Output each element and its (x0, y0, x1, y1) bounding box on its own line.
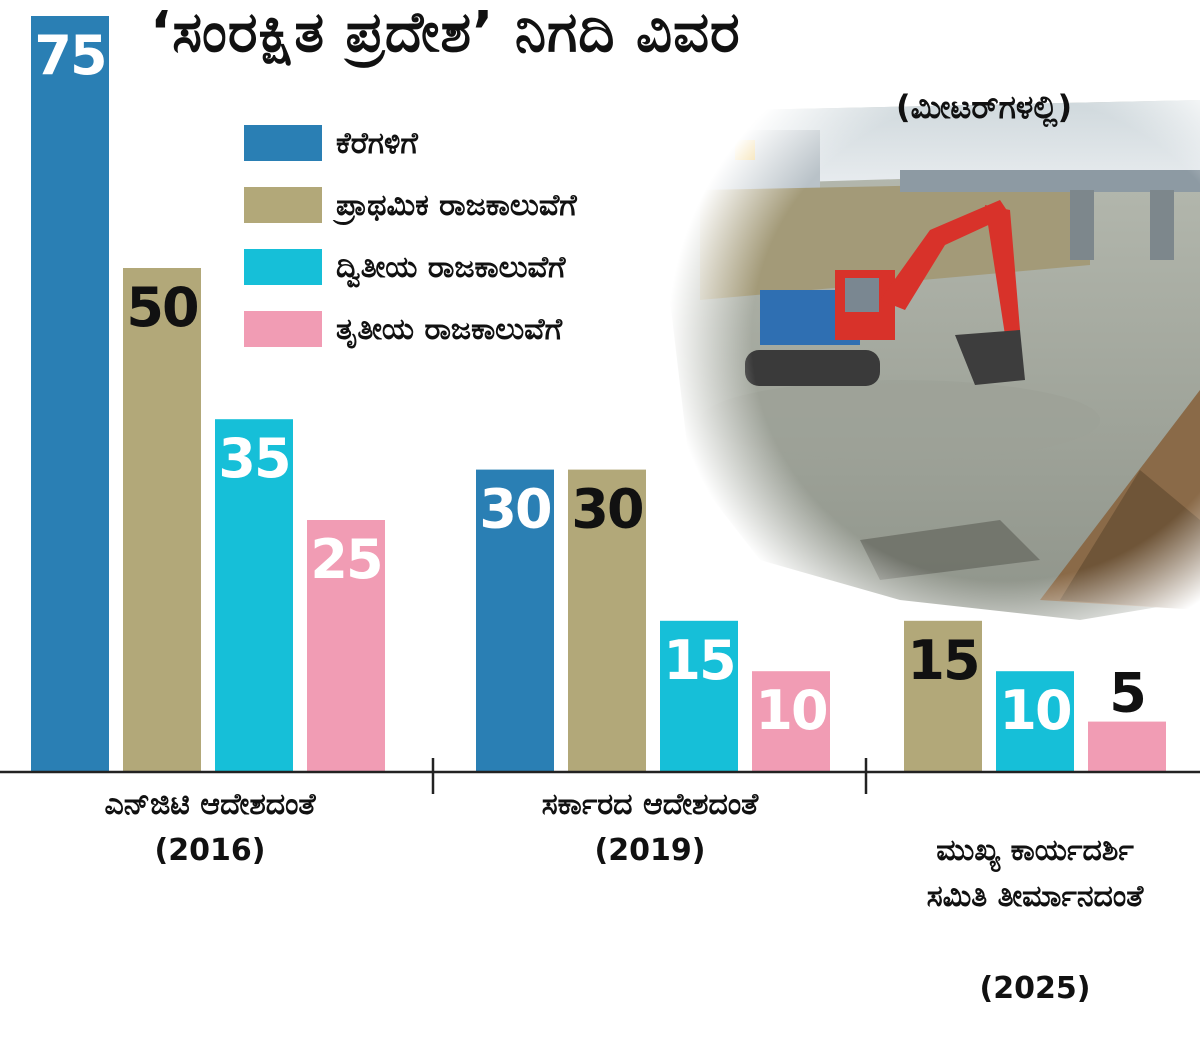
chart-title: ‘ಸಂರಕ್ಷಿತ ಪ್ರದೇಶ’ ನಿಗದಿ ವಿವರ (150, 0, 741, 65)
data-label: 5 (1109, 662, 1145, 725)
legend-swatch (244, 125, 322, 161)
category-name: ಮುಖ್ಯ ಕಾರ್ಯದರ್ಶಿ ಸಮಿತಿ ತೀರ್ಮಾನದಂತೆ (926, 833, 1144, 914)
legend-label: ಕೆರೆಗಳಿಗೆ (336, 125, 418, 161)
bar (752, 671, 830, 772)
bar (996, 671, 1074, 772)
data-label: 35 (218, 427, 289, 490)
bar (123, 268, 201, 772)
bar (568, 469, 646, 772)
data-label: 50 (126, 276, 197, 339)
legend-label: ಪ್ರಾಥಮಿಕ ರಾಜಕಾಲುವೆಗೆ (336, 187, 577, 223)
data-label: 10 (755, 679, 826, 742)
legend-swatch (244, 187, 322, 223)
legend-label: ದ್ವಿತೀಯ ರಾಜಕಾಲುವೆಗೆ (336, 249, 566, 285)
legend-item: ತೃತೀಯ ರಾಜಕಾಲುವೆಗೆ (244, 311, 577, 347)
legend-item: ಪ್ರಾಥಮಿಕ ರಾಜಕಾಲುವೆಗೆ (244, 187, 577, 223)
bar (215, 419, 293, 772)
data-label: 30 (479, 478, 550, 541)
category-name: ಎನ್‌ಜಿಟಿ ಆದೇಶದಂತೆ (104, 787, 316, 822)
data-label: 15 (663, 629, 734, 692)
category-year: (2025) (979, 971, 1091, 1006)
category-name: ಸರ್ಕಾರದ ಆದೇಶದಂತೆ (541, 787, 759, 822)
data-label: 25 (310, 528, 381, 591)
legend-swatch (244, 249, 322, 285)
legend-swatch (244, 311, 322, 347)
data-label: 15 (907, 629, 978, 692)
data-label: 10 (999, 679, 1070, 742)
bar (307, 520, 385, 772)
legend-item: ಕೆರೆಗಳಿಗೆ (244, 125, 577, 161)
category-year: (2016) (154, 833, 266, 868)
legend: ಕೆರೆಗಳಿಗೆ ಪ್ರಾಥಮಿಕ ರಾಜಕಾಲುವೆಗೆ ದ್ವಿತೀಯ ರ… (244, 125, 577, 373)
bar-chart: 75 50 35 25 30 30 15 10 15 10 5 (0, 16, 1200, 794)
bar (904, 620, 982, 772)
legend-label: ತೃತೀಯ ರಾಜಕಾಲುವೆಗೆ (336, 311, 563, 347)
data-label: 30 (571, 478, 642, 541)
bar (1088, 721, 1166, 772)
category-label: ಎನ್‌ಜಿಟಿ ಆದೇಶದಂತೆ (2016) (0, 782, 420, 874)
category-label: ಸರ್ಕಾರದ ಆದೇಶದಂತೆ (2019) (440, 782, 860, 874)
data-label: 75 (34, 24, 105, 87)
legend-item: ದ್ವಿತೀಯ ರಾಜಕಾಲುವೆಗೆ (244, 249, 577, 285)
category-year: (2019) (594, 833, 706, 868)
bar (31, 16, 109, 772)
category-label: ಮುಖ್ಯ ಕಾರ್ಯದರ್ಶಿ ಸಮಿತಿ ತೀರ್ಮಾನದಂತೆ (2025… (870, 782, 1200, 1058)
bar (476, 469, 554, 772)
unit-label: (ಮೀಟರ್‌ಗಳಲ್ಲಿ) (896, 88, 1073, 126)
bar (660, 620, 738, 772)
